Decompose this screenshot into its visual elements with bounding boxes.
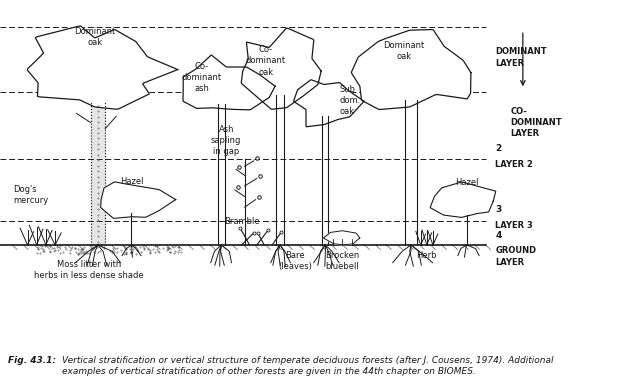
Polygon shape <box>351 29 471 110</box>
Text: GROUND
LAYER: GROUND LAYER <box>495 246 537 266</box>
Text: Co-
dominant
ash: Co- dominant ash <box>182 62 222 93</box>
Text: Vertical stratification or vertical structure of temperate deciduous forests (af: Vertical stratification or vertical stru… <box>62 356 554 365</box>
Text: examples of vertical stratification of other forests are given in the 44th chapt: examples of vertical stratification of o… <box>62 367 476 376</box>
Polygon shape <box>27 26 178 109</box>
Text: 3: 3 <box>495 205 502 214</box>
Text: Dog's
mercury: Dog's mercury <box>14 185 49 205</box>
Polygon shape <box>100 182 176 218</box>
Text: Sub
dom.
oak: Sub dom. oak <box>339 85 361 116</box>
Text: Herb: Herb <box>417 251 437 260</box>
Polygon shape <box>294 80 364 127</box>
Text: Bare
(leaves): Bare (leaves) <box>278 251 312 271</box>
Text: Ash
sapling
in gap: Ash sapling in gap <box>211 124 241 156</box>
Text: Dominant
oak: Dominant oak <box>74 27 115 47</box>
Text: Bramble: Bramble <box>224 217 260 226</box>
Text: 4: 4 <box>495 231 502 240</box>
Polygon shape <box>431 182 496 217</box>
Text: Co-
dominant
oak: Co- dominant oak <box>246 45 286 77</box>
Text: DOMINANT
LAYER: DOMINANT LAYER <box>495 47 547 68</box>
Text: Brocken
bluebell: Brocken bluebell <box>325 251 359 271</box>
Polygon shape <box>183 55 275 110</box>
Text: Fig. 43.1:: Fig. 43.1: <box>8 356 56 365</box>
Text: Moss litter with
herbs in less dense shade: Moss litter with herbs in less dense sha… <box>34 260 144 280</box>
Text: Hazel: Hazel <box>455 178 479 187</box>
Text: Hazel: Hazel <box>120 177 144 186</box>
Polygon shape <box>323 231 360 245</box>
Text: LAYER 2: LAYER 2 <box>495 160 533 169</box>
Text: Dominant
oak: Dominant oak <box>383 41 424 61</box>
Text: 2: 2 <box>495 144 502 153</box>
Text: LAYER 3: LAYER 3 <box>495 221 533 230</box>
Text: CO-
DOMINANT
LAYER: CO- DOMINANT LAYER <box>510 107 562 138</box>
Polygon shape <box>241 28 321 109</box>
